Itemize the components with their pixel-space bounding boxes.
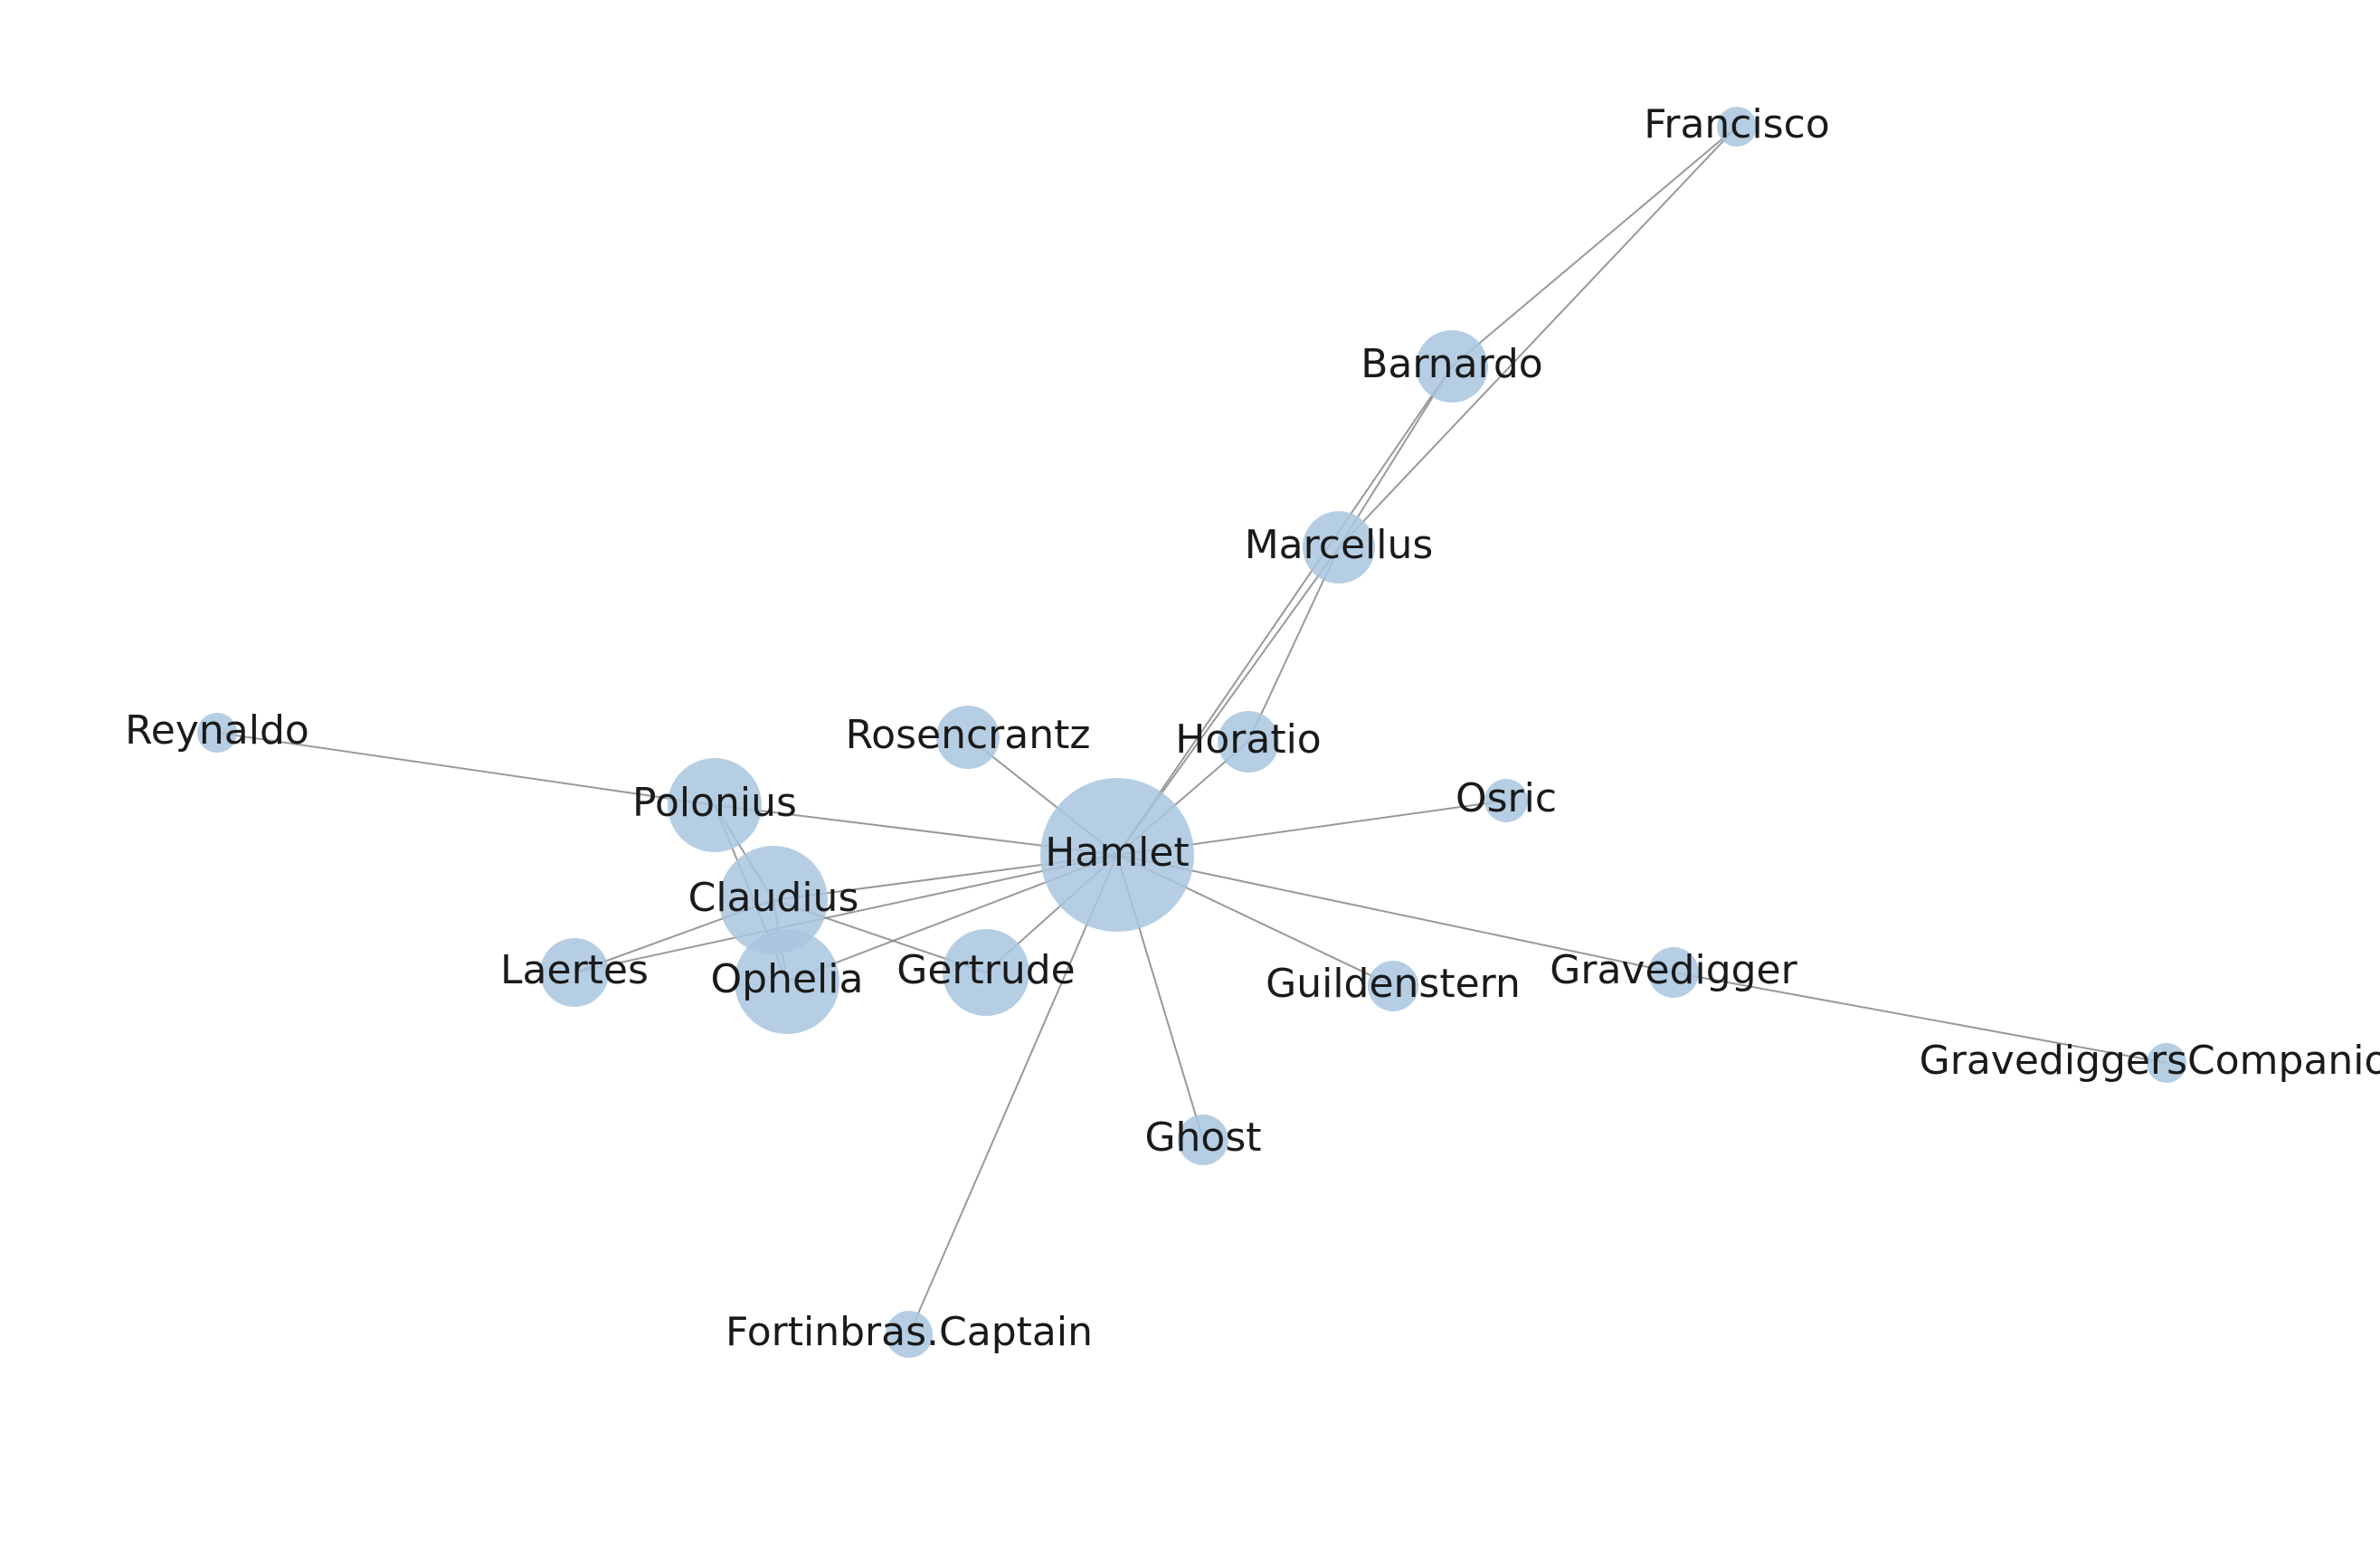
labels-layer: Hamlet Claudius Polonius Ophelia Gertrude Lae… [125,101,2380,1355]
node-label: Fortinbras.Captain [725,1309,1093,1355]
node-label: Francisco [1644,101,1830,147]
node-label: Osric [1455,775,1557,821]
node-label: Ophelia [711,956,864,1002]
node-label: Barnardo [1361,341,1542,387]
node-label: Gertrude [896,947,1075,993]
node-label: Horatio [1175,716,1321,763]
node-label: Laertes [500,947,649,993]
graph-edge [909,855,1117,1334]
node-label: Gravedigger [1550,947,1797,993]
node-label: GravediggersCompanion [1920,1038,2380,1084]
node-label: Guildenstern [1266,961,1521,1007]
node-label: Polonius [632,780,797,826]
node-label: Rosencrantz [846,712,1091,758]
node-label: Hamlet [1045,830,1189,876]
node-label: Ghost [1144,1114,1261,1161]
graph-edge [1339,127,1737,547]
node-label: Reynaldo [125,707,309,754]
graph-edge [1117,366,1452,855]
node-label: Marcellus [1245,522,1434,568]
network-graph: Hamlet Claudius Polonius Ophelia Gertrude Lae… [0,0,2380,1565]
graph-edge [1452,127,1737,366]
node-label: Claudius [688,875,859,921]
